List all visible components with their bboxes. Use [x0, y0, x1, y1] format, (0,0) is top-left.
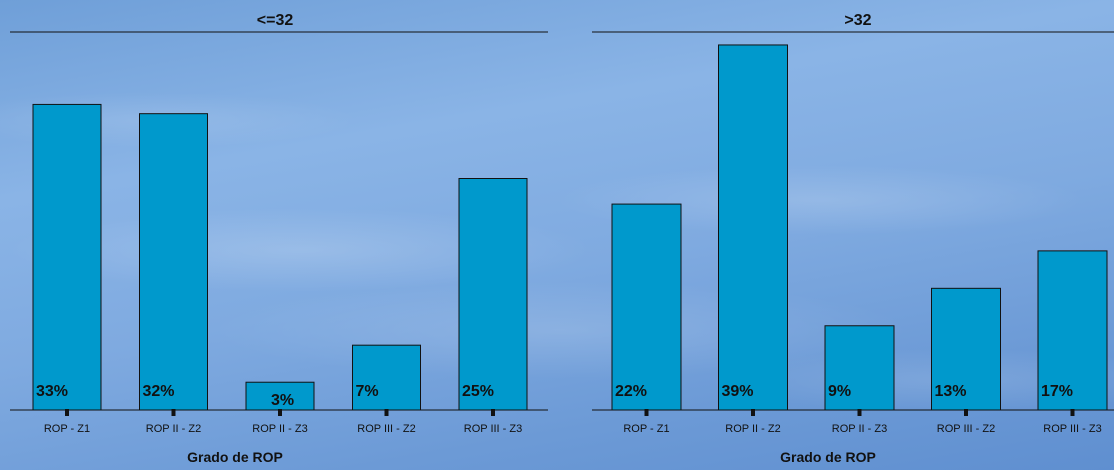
data-label-0-1: 32% — [143, 383, 175, 400]
data-label-1-3: 13% — [935, 383, 967, 400]
data-label-1-1: 39% — [722, 383, 754, 400]
tick-label-1-4: ROP III - Z3 — [1043, 423, 1101, 435]
bar-0-4 — [458, 178, 528, 411]
tick-label-1-1: ROP II - Z2 — [725, 423, 780, 435]
tick-mark-0-4 — [491, 409, 495, 416]
tick-mark-1-0 — [644, 409, 649, 416]
data-label-1-2: 9% — [828, 383, 851, 400]
chart-title-1: >32 — [844, 12, 871, 29]
bar-1-3 — [931, 287, 1001, 411]
bar-0-3 — [352, 344, 421, 411]
data-label-0-3: 7% — [356, 383, 379, 400]
bar-1-1 — [718, 44, 788, 411]
bar-0-1 — [139, 113, 208, 411]
bar-0-0 — [32, 103, 102, 411]
data-label-0-2: 3% — [271, 392, 294, 409]
tick-mark-0-0 — [65, 409, 69, 416]
x-axis-title-0: Grado de ROP — [187, 449, 283, 465]
bar-1-2 — [824, 325, 895, 411]
bar-1-0 — [611, 203, 682, 411]
tick-label-1-3: ROP III - Z2 — [937, 423, 995, 435]
tick-mark-0-1 — [171, 409, 176, 416]
data-label-1-0: 22% — [615, 383, 647, 400]
data-label-0-4: 25% — [462, 383, 494, 400]
tick-mark-1-4 — [1070, 409, 1075, 416]
tick-label-0-3: ROP III - Z2 — [357, 423, 415, 435]
data-label-1-4: 17% — [1041, 383, 1073, 400]
x-axis-title-1: Grado de ROP — [780, 449, 876, 465]
chart-title-0: <=32 — [257, 12, 294, 29]
bar-1-4 — [1037, 250, 1108, 411]
data-label-0-0: 33% — [36, 383, 68, 400]
bar-0-2 — [245, 381, 315, 411]
tick-label-0-0: ROP - Z1 — [44, 423, 90, 435]
tick-mark-0-3 — [384, 409, 389, 416]
tick-mark-1-1 — [751, 409, 755, 416]
tick-mark-1-2 — [857, 409, 862, 416]
tick-label-0-2: ROP II - Z3 — [252, 423, 307, 435]
tick-mark-1-3 — [964, 409, 968, 416]
tick-label-1-0: ROP - Z1 — [623, 423, 669, 435]
tick-label-0-4: ROP III - Z3 — [464, 423, 522, 435]
tick-label-1-2: ROP II - Z3 — [832, 423, 887, 435]
tick-mark-0-2 — [278, 409, 282, 416]
tick-label-0-1: ROP II - Z2 — [146, 423, 201, 435]
